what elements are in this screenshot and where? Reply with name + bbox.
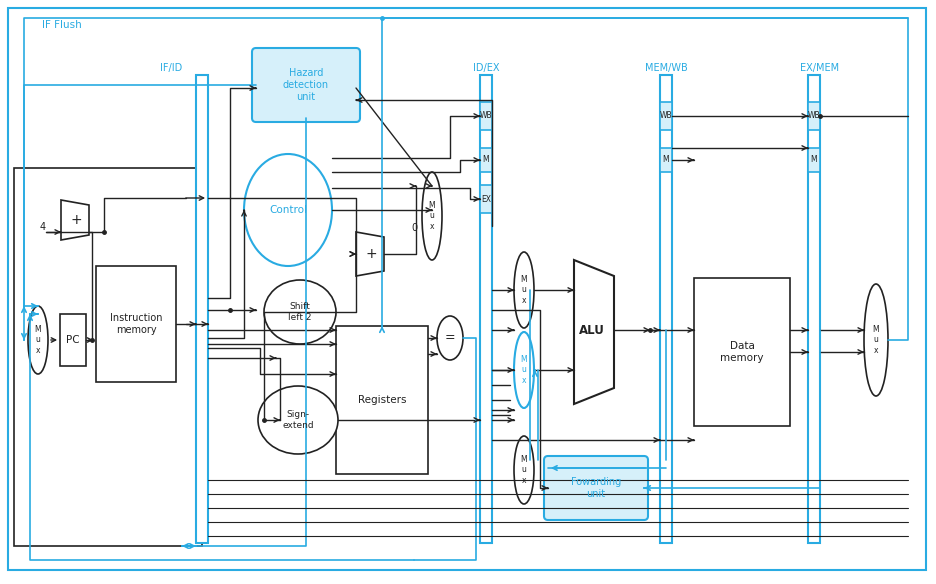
Ellipse shape (258, 386, 338, 454)
Text: ALU: ALU (579, 324, 605, 336)
Polygon shape (61, 200, 89, 240)
Text: Fowarding
unit: Fowarding unit (571, 477, 622, 499)
Text: Hazard
detection
unit: Hazard detection unit (283, 68, 329, 102)
Ellipse shape (264, 280, 336, 344)
Bar (336, 326, 428, 474)
Text: 4: 4 (40, 222, 46, 232)
Bar (660, 75, 672, 543)
Text: +: + (365, 247, 377, 261)
Text: MEM/WB: MEM/WB (645, 63, 687, 73)
Ellipse shape (514, 332, 534, 408)
Text: +: + (70, 213, 81, 227)
Bar (60, 314, 86, 366)
Text: M
u
x: M u x (35, 325, 41, 355)
Bar (196, 75, 208, 543)
Text: EX: EX (481, 194, 491, 203)
Text: Data
memory: Data memory (720, 341, 764, 363)
Text: ID/EX: ID/EX (473, 63, 499, 73)
Polygon shape (356, 232, 384, 276)
Bar (14, 168, 202, 546)
Polygon shape (574, 260, 614, 404)
Bar (660, 148, 672, 172)
Text: Control: Control (269, 205, 307, 215)
FancyBboxPatch shape (252, 48, 360, 122)
Text: Sign-
extend: Sign- extend (282, 411, 314, 430)
Text: 0: 0 (411, 223, 417, 233)
Bar (808, 102, 820, 130)
Text: EX/MEM: EX/MEM (800, 63, 840, 73)
Bar (480, 102, 492, 130)
Text: M
u
x: M u x (520, 455, 527, 485)
Text: IF/ID: IF/ID (160, 63, 182, 73)
Text: Instruction
memory: Instruction memory (110, 313, 162, 335)
Ellipse shape (244, 154, 332, 266)
Text: IF Flush: IF Flush (42, 20, 81, 30)
Ellipse shape (514, 252, 534, 328)
Ellipse shape (514, 436, 534, 504)
Bar (480, 148, 492, 172)
Bar (694, 278, 790, 426)
Bar (660, 102, 672, 130)
Bar (480, 185, 492, 213)
Text: M: M (811, 155, 817, 165)
Text: Registers: Registers (358, 395, 406, 405)
Text: =: = (445, 332, 455, 345)
Text: M
u
x: M u x (429, 201, 435, 231)
Ellipse shape (864, 284, 888, 396)
Text: WB: WB (479, 112, 492, 120)
Ellipse shape (437, 316, 463, 360)
Text: Shift
left 2: Shift left 2 (288, 303, 312, 322)
Text: M: M (663, 155, 669, 165)
Text: M
u
x: M u x (520, 275, 527, 305)
Text: WB: WB (660, 112, 672, 120)
Ellipse shape (28, 306, 48, 374)
Text: M: M (483, 155, 490, 165)
Bar (808, 148, 820, 172)
Bar (808, 75, 820, 543)
Bar (480, 75, 492, 543)
Text: M
u
x: M u x (872, 325, 879, 355)
Text: M
u
x: M u x (520, 355, 527, 385)
FancyBboxPatch shape (544, 456, 648, 520)
Bar (96, 266, 176, 382)
Ellipse shape (422, 172, 442, 260)
Text: WB: WB (808, 112, 820, 120)
Text: PC: PC (66, 335, 80, 345)
